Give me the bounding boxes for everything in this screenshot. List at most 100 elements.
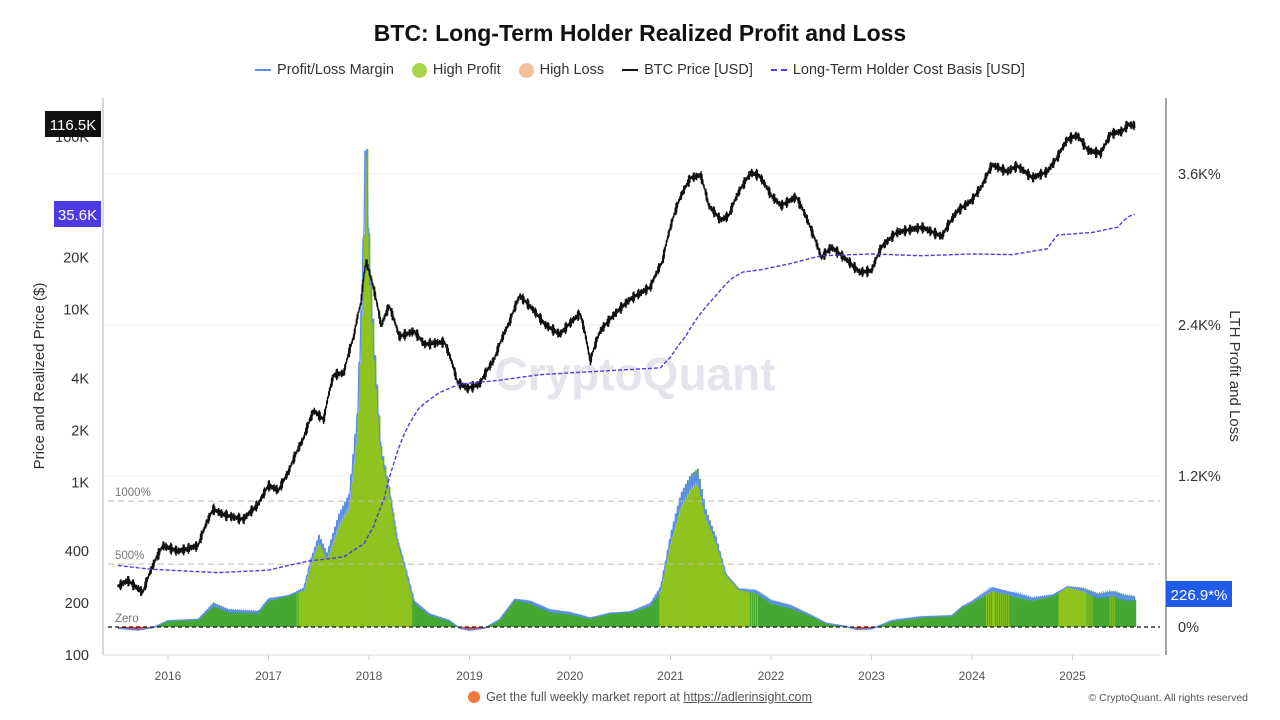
margin-bar [975, 600, 977, 627]
margin-bar [1127, 595, 1130, 627]
legend-item-cost-basis[interactable]: Long-Term Holder Cost Basis [USD] [770, 62, 1025, 78]
legend-item-price[interactable]: BTC Price [USD] [622, 62, 753, 78]
margin-bar [142, 627, 145, 630]
margin-bar [905, 619, 908, 627]
margin-bar [169, 620, 171, 627]
margin-bar [742, 589, 745, 627]
margin-bar [399, 546, 401, 627]
margin-bar [261, 607, 263, 627]
margin-bar [661, 581, 663, 627]
margin-bar [353, 463, 356, 627]
margin-bar [859, 627, 861, 630]
margin-bar [923, 617, 926, 627]
margin-bar [192, 619, 194, 627]
margin-bar [345, 513, 348, 627]
x-tick-label: 2024 [959, 669, 986, 683]
margin-bar [1072, 588, 1074, 627]
margin-bar [470, 627, 472, 631]
margin-bar [610, 612, 612, 627]
margin-bar [696, 484, 699, 627]
margin-bar [645, 605, 647, 627]
margin-bar [514, 599, 517, 627]
margin-bar [449, 621, 451, 627]
legend-item-high-loss[interactable]: High Loss [518, 62, 604, 78]
margin-bar [145, 627, 148, 629]
margin-bar [1003, 594, 1005, 627]
margin-bar [772, 603, 774, 627]
margin-bar [775, 601, 777, 627]
margin-bar [693, 471, 696, 627]
margin-bar [374, 360, 376, 627]
margin-bar [644, 607, 646, 627]
margin-bar [990, 588, 992, 627]
margin-bar [1032, 598, 1034, 627]
margin-bar [643, 606, 645, 627]
margin-bar [1073, 587, 1075, 627]
margin-bar [988, 590, 990, 627]
margin-bar [756, 591, 759, 627]
margin-bar [709, 520, 712, 627]
margin-bar [831, 623, 833, 627]
margin-bar [959, 608, 962, 627]
margin-bar [213, 603, 215, 627]
margin-bar [1039, 599, 1041, 627]
margin-bar [881, 624, 883, 627]
margin-bar [719, 551, 722, 627]
legend-item-high-profit[interactable]: High Profit [411, 62, 501, 78]
chart-title: BTC: Long-Term Holder Realized Profit an… [373, 20, 907, 46]
margin-bar [1124, 598, 1127, 627]
margin-bar [1043, 598, 1045, 627]
dashed-line-swatch-icon [770, 69, 787, 71]
margin-bar [754, 590, 757, 627]
margin-bar [534, 604, 537, 627]
margin-bar [919, 617, 922, 627]
margin-bar [715, 536, 718, 627]
x-tick-label: 2023 [858, 669, 885, 683]
margin-bar [977, 599, 979, 627]
watermark: CryptoQuant [494, 348, 775, 400]
margin-bar [330, 539, 333, 627]
margin-bar [925, 617, 928, 627]
margin-bar [632, 611, 634, 627]
margin-bar [966, 604, 969, 627]
margin-bar [557, 610, 560, 627]
report-link[interactable]: https://adlerinsight.com [683, 690, 812, 704]
margin-bar [649, 603, 651, 627]
margin-bar [338, 513, 341, 627]
margin-bar [453, 623, 455, 627]
margin-bar [835, 624, 837, 627]
margin-bar [624, 612, 626, 627]
margin-bar [1103, 592, 1106, 627]
margin-bar [230, 611, 232, 627]
margin-bar [1115, 592, 1118, 627]
margin-bar [960, 607, 963, 627]
margin-bar [314, 546, 317, 627]
margin-bar [814, 617, 816, 627]
margin-bar [786, 606, 788, 627]
margin-bar [781, 603, 783, 627]
margin-bar [605, 614, 607, 627]
margin-bar [1108, 595, 1111, 627]
margin-bar [425, 611, 427, 627]
margin-bar [143, 627, 146, 630]
left-tick-label: 10K [63, 303, 89, 319]
margin-bar [618, 612, 620, 627]
margin-bar [731, 581, 734, 627]
margin-bar [504, 612, 507, 627]
margin-bar [931, 616, 934, 627]
margin-bar [385, 466, 387, 627]
margin-bar [438, 616, 440, 627]
margin-bar [502, 615, 505, 627]
margin-bar [725, 573, 728, 627]
legend-item-margin[interactable]: Profit/Loss Margin [255, 62, 394, 78]
margin-bar [542, 608, 545, 627]
margin-bar [127, 627, 130, 630]
margin-bar [1122, 598, 1125, 627]
margin-bar [927, 617, 930, 627]
margin-bar [1070, 587, 1072, 627]
margin-bar [629, 611, 631, 627]
margin-bar [122, 627, 125, 629]
margin-bar [1107, 591, 1110, 627]
price-last-value-bg [45, 111, 101, 137]
margin-bar [205, 611, 207, 627]
